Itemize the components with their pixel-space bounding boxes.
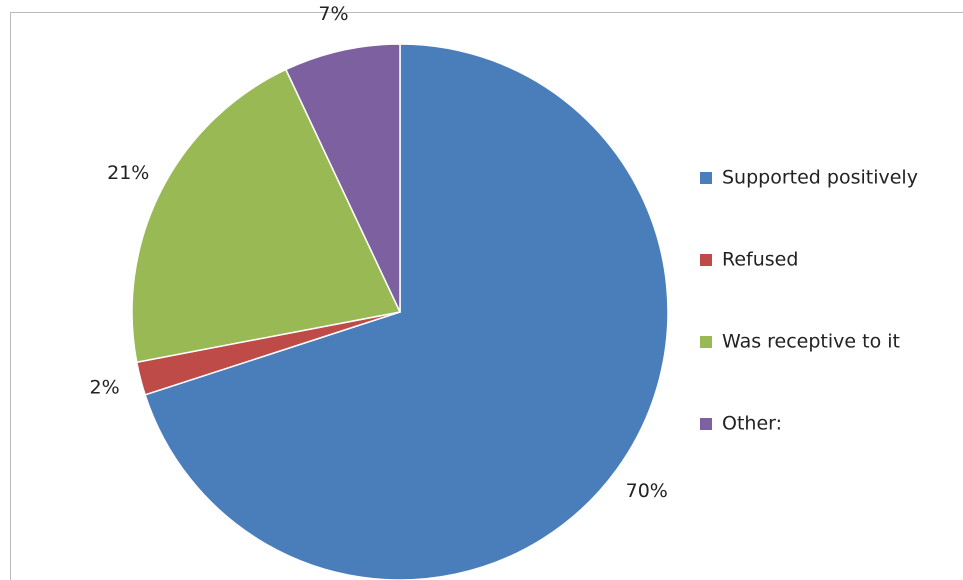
data-label: 2% <box>90 376 120 398</box>
pie-slice <box>131 68 402 364</box>
pie-slice <box>144 43 669 580</box>
legend-swatch <box>700 172 712 184</box>
chart-frame <box>10 12 963 580</box>
legend-label: Supported positively <box>722 167 918 189</box>
data-label: 21% <box>107 162 149 184</box>
legend-label: Other: <box>722 413 782 435</box>
legend-swatch <box>700 254 712 266</box>
legend-swatch <box>700 418 712 430</box>
legend-swatch <box>700 336 712 348</box>
legend-label: Was receptive to it <box>722 331 900 353</box>
data-label: 70% <box>626 480 668 502</box>
pie-slice <box>284 43 401 313</box>
legend-label: Refused <box>722 249 798 271</box>
data-label: 7% <box>318 3 348 25</box>
